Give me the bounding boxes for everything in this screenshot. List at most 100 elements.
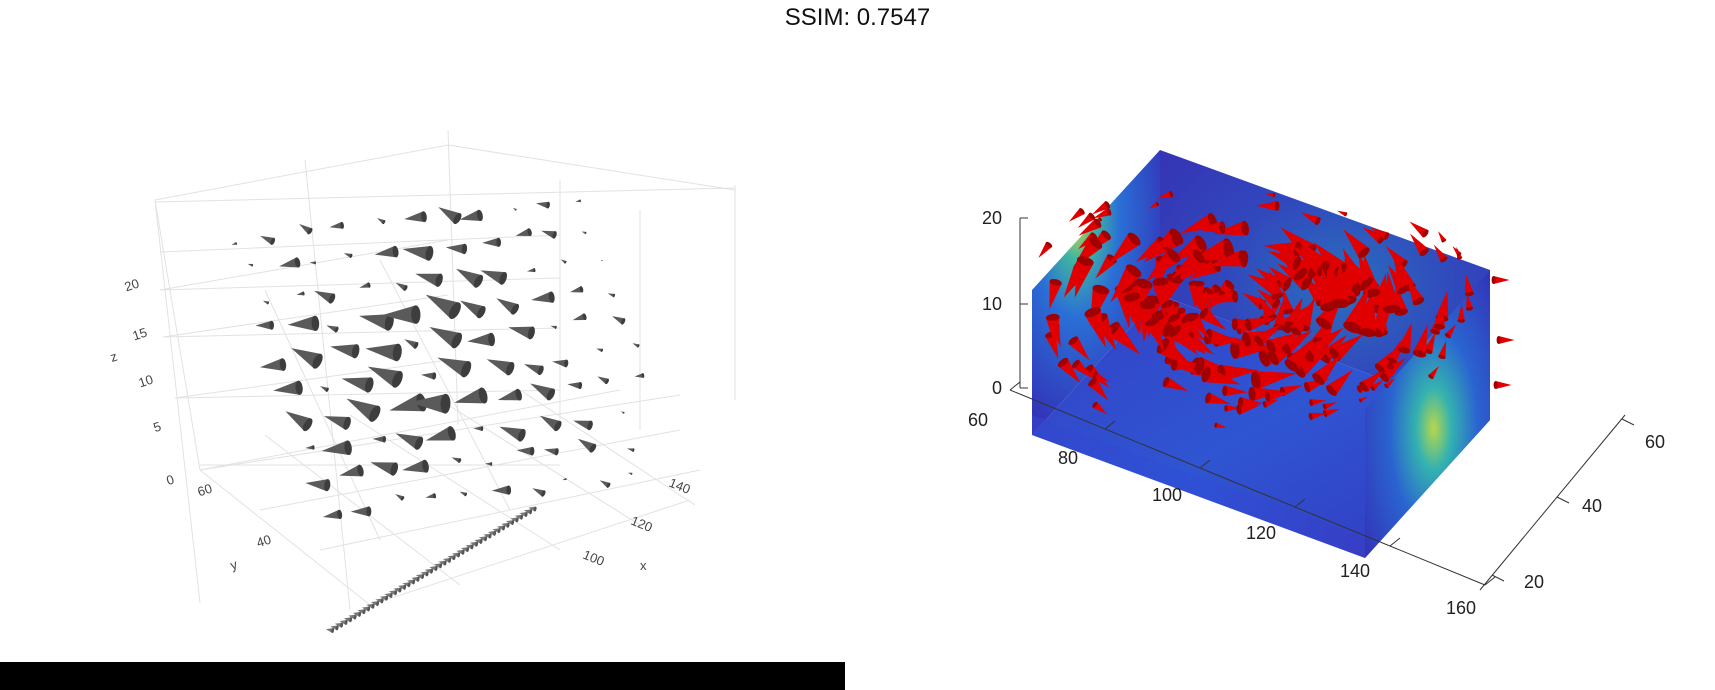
left-streak-cone (438, 560, 447, 566)
left-cone (339, 464, 364, 477)
right-cone (1057, 357, 1081, 384)
right-cone (1370, 227, 1390, 240)
left-streak-cone (330, 625, 339, 631)
left-cone (372, 436, 387, 443)
left-grid-line (319, 469, 701, 551)
right-cone (1300, 212, 1321, 226)
right-cone (1337, 210, 1348, 217)
left-cone (445, 243, 468, 255)
left-cone (600, 260, 603, 262)
right-cone (1171, 249, 1205, 279)
right-cone (1309, 399, 1327, 407)
left-streak-cone (334, 622, 344, 628)
left-streak-cone (415, 574, 425, 580)
left-streak-cone (406, 579, 416, 585)
left-streak-cone (519, 511, 528, 517)
right-x-tick (1389, 537, 1401, 547)
left-cone (573, 420, 593, 431)
right-cone (1457, 304, 1465, 323)
left-cones (231, 199, 645, 634)
right-axes (1009, 217, 1635, 591)
left-streak-cone (510, 517, 519, 523)
left-cone (627, 472, 633, 475)
right-x-tick-label: 80 (1058, 448, 1078, 468)
left-streak-cone (442, 557, 452, 563)
left-streak-cone (465, 544, 474, 550)
right-cone (1192, 280, 1205, 310)
right-cones (1038, 190, 1515, 428)
left-chart-panel[interactable]: 0 5 10 15 20 40 60 100 120 140 z y x (0, 129, 860, 660)
right-cone (1092, 401, 1108, 415)
right-x-tick-label: 100 (1152, 485, 1182, 505)
left-cone (451, 457, 462, 463)
left-cone (329, 221, 344, 229)
left-cone (572, 313, 587, 321)
right-cone (1145, 317, 1165, 353)
right-cone (1068, 208, 1085, 222)
left-cone (607, 293, 616, 298)
right-cone (1205, 392, 1232, 405)
left-cone (359, 282, 371, 288)
right-cone-slice-plot[interactable]: 0 10 20 60 80 100 120 140 160 20 40 60 (860, 130, 1715, 675)
left-cone (539, 415, 562, 432)
right-chart-panel[interactable]: 0 10 20 60 80 100 120 140 160 20 40 60 (860, 130, 1715, 675)
left-grid-line (447, 144, 736, 191)
right-cone (1187, 312, 1210, 340)
left-cone (376, 218, 386, 225)
left-streak-cone (487, 530, 497, 536)
right-cone (1208, 290, 1239, 303)
left-cone (497, 388, 522, 401)
right-cone (1145, 248, 1181, 282)
left-cone (575, 199, 581, 203)
left-cone-plot[interactable]: 0 5 10 15 20 40 60 100 120 140 z y x (0, 129, 860, 660)
left-streak-cone (496, 525, 506, 531)
left-grid-line (154, 144, 449, 201)
left-cone (367, 366, 403, 388)
right-cone (1438, 340, 1447, 360)
left-cone (382, 305, 421, 324)
left-streak-cone (528, 506, 537, 512)
left-cone (279, 257, 301, 268)
left-cone (486, 359, 515, 376)
left-streak-cone (379, 595, 389, 601)
left-cone (567, 382, 583, 390)
left-streak-cone (348, 614, 357, 620)
right-x-tick-label: 140 (1340, 561, 1370, 581)
bottom-black-bar (0, 662, 845, 690)
left-grid-line (159, 277, 561, 291)
right-right-yz-slice (1365, 270, 1490, 558)
left-cone (491, 485, 512, 495)
right-x-tick-label: 120 (1246, 523, 1276, 543)
left-z-tick-label: 20 (123, 276, 141, 295)
right-cone (1157, 190, 1174, 199)
right-cone (1181, 314, 1203, 338)
left-cone (562, 477, 567, 481)
left-cone (320, 386, 329, 392)
right-cone (1084, 307, 1106, 348)
left-cone (437, 357, 472, 378)
left-cone (485, 462, 493, 466)
right-cone (1199, 308, 1227, 330)
left-streak-cone (325, 628, 335, 634)
right-cone (1496, 336, 1515, 344)
right-cone (1410, 233, 1429, 257)
left-cone (343, 253, 353, 258)
right-y-tick (1491, 574, 1505, 582)
left-cone (321, 440, 352, 456)
left-cone (596, 348, 603, 353)
right-cone (1262, 399, 1279, 408)
right-z-tick-label: 20 (982, 208, 1002, 228)
left-cone (597, 376, 609, 385)
right-cone (1255, 201, 1280, 211)
right-cone (1123, 292, 1141, 334)
right-cone (1345, 257, 1374, 289)
right-cone (1088, 378, 1109, 401)
right-cone (1222, 385, 1248, 397)
right-x-axis-line (1009, 389, 1486, 586)
left-grid-line (519, 389, 696, 506)
right-front-shade (1032, 415, 1365, 558)
right-cone (1268, 266, 1292, 288)
right-cone (1108, 232, 1141, 265)
right-cone (1433, 244, 1448, 263)
left-grid-line (199, 469, 371, 606)
